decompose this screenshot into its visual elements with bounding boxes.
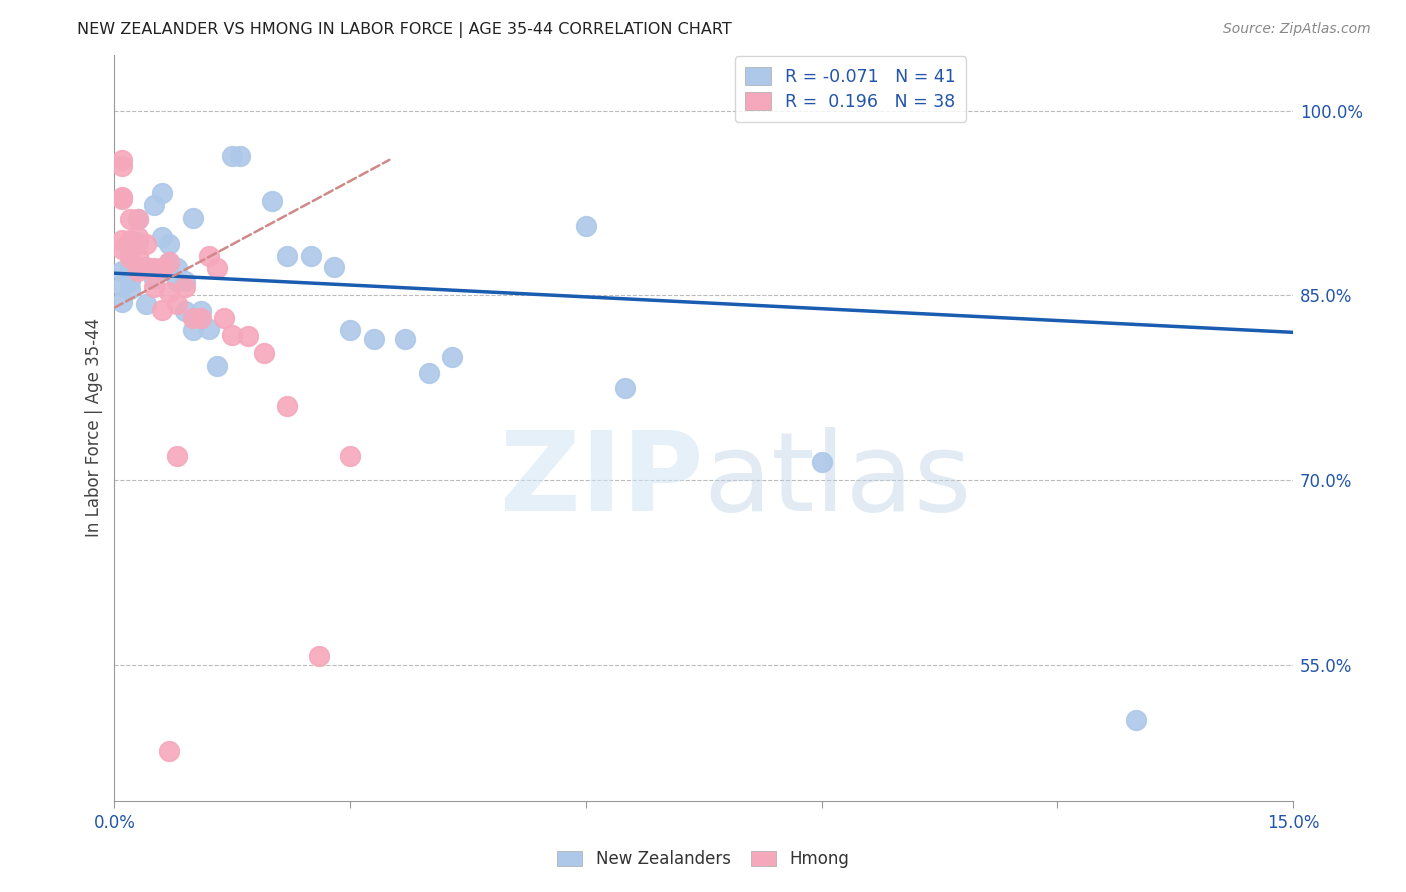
- Point: [181, 323, 204, 337]
- Text: ZIP: ZIP: [501, 426, 703, 533]
- Point: [111, 233, 134, 247]
- Point: [127, 230, 149, 244]
- Point: [142, 272, 165, 286]
- Point: [614, 381, 637, 395]
- Text: Source: ZipAtlas.com: Source: ZipAtlas.com: [1223, 22, 1371, 37]
- Point: [363, 331, 385, 345]
- Point: [111, 192, 134, 206]
- Point: [236, 329, 259, 343]
- Point: [394, 331, 416, 345]
- Point: [157, 255, 180, 269]
- Point: [299, 249, 322, 263]
- Point: [214, 310, 236, 325]
- Point: [111, 264, 134, 278]
- Point: [276, 399, 298, 413]
- Point: [157, 285, 180, 299]
- Point: [205, 261, 228, 276]
- Point: [135, 261, 157, 276]
- Point: [190, 304, 212, 318]
- Point: [253, 346, 276, 360]
- Point: [157, 236, 180, 251]
- Point: [174, 274, 197, 288]
- Point: [150, 230, 173, 244]
- Point: [276, 249, 298, 263]
- Point: [127, 212, 149, 227]
- Point: [120, 233, 142, 247]
- Point: [166, 297, 188, 311]
- Point: [120, 249, 142, 263]
- Legend: New Zealanders, Hmong: New Zealanders, Hmong: [551, 844, 855, 875]
- Y-axis label: In Labor Force | Age 35-44: In Labor Force | Age 35-44: [86, 318, 103, 537]
- Point: [1125, 714, 1147, 728]
- Point: [339, 323, 361, 337]
- Point: [120, 252, 142, 266]
- Point: [418, 366, 440, 380]
- Point: [221, 149, 243, 163]
- Point: [150, 186, 173, 201]
- Text: atlas: atlas: [703, 426, 972, 533]
- Point: [229, 149, 252, 163]
- Point: [150, 303, 173, 318]
- Point: [111, 159, 134, 173]
- Point: [190, 310, 212, 325]
- Point: [111, 190, 134, 204]
- Point: [575, 219, 598, 234]
- Point: [142, 198, 165, 212]
- Point: [205, 359, 228, 373]
- Point: [166, 261, 188, 276]
- Point: [111, 153, 134, 167]
- Point: [221, 327, 243, 342]
- Point: [166, 274, 188, 288]
- Point: [135, 236, 157, 251]
- Point: [339, 449, 361, 463]
- Point: [150, 261, 173, 276]
- Point: [323, 260, 346, 274]
- Point: [166, 449, 188, 463]
- Point: [120, 212, 142, 227]
- Point: [157, 255, 180, 269]
- Point: [174, 304, 197, 318]
- Point: [157, 744, 180, 758]
- Point: [181, 310, 204, 325]
- Point: [127, 212, 149, 227]
- Point: [810, 455, 832, 469]
- Point: [197, 321, 219, 335]
- Point: [142, 279, 165, 293]
- Point: [120, 245, 142, 260]
- Point: [135, 297, 157, 311]
- Point: [127, 264, 149, 278]
- Point: [174, 279, 197, 293]
- Point: [120, 260, 142, 274]
- Point: [127, 235, 149, 250]
- Legend: R = -0.071   N = 41, R =  0.196   N = 38: R = -0.071 N = 41, R = 0.196 N = 38: [734, 56, 966, 121]
- Text: NEW ZEALANDER VS HMONG IN LABOR FORCE | AGE 35-44 CORRELATION CHART: NEW ZEALANDER VS HMONG IN LABOR FORCE | …: [77, 22, 733, 38]
- Point: [150, 261, 173, 276]
- Point: [120, 274, 142, 288]
- Point: [142, 261, 165, 276]
- Point: [127, 249, 149, 263]
- Point: [441, 350, 464, 364]
- Point: [181, 211, 204, 225]
- Point: [308, 649, 330, 664]
- Point: [135, 260, 157, 274]
- Point: [111, 294, 134, 309]
- Point: [260, 194, 283, 208]
- Point: [111, 242, 134, 256]
- Point: [111, 278, 134, 293]
- Point: [197, 249, 219, 263]
- Point: [120, 282, 142, 296]
